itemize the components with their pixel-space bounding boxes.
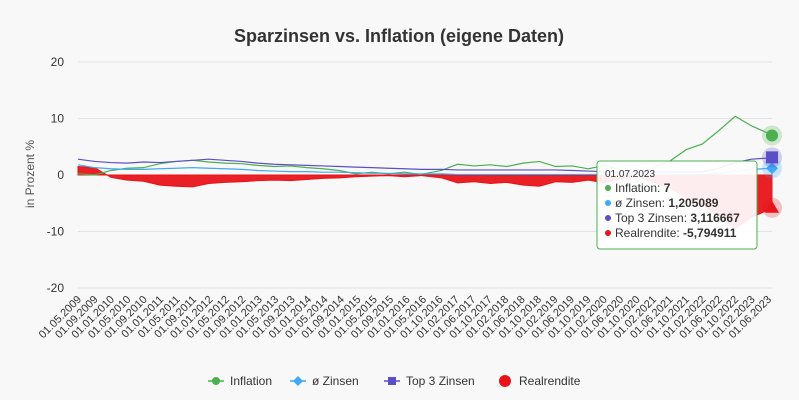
y-tick-label: -20 xyxy=(47,281,65,295)
tooltip-box xyxy=(596,160,758,250)
tooltip-row-label: ø Zinsen: xyxy=(615,196,668,210)
legend-label: Realrendite xyxy=(519,374,581,388)
legend-marker xyxy=(499,375,511,387)
tooltip-row-value: 1,205089 xyxy=(668,196,718,210)
tooltip-row: ø Zinsen: 1,205089 xyxy=(615,196,719,210)
tooltip-row: Inflation: 7 xyxy=(615,181,671,195)
x-tick-labels: 01.05.200901.09.200901.01.201001.05.2010… xyxy=(37,294,774,341)
tooltip-bullet xyxy=(605,215,611,221)
y-axis-label: in Prozent % xyxy=(23,140,37,208)
end-marker-realrendite xyxy=(765,200,779,213)
tooltip-row: Realrendite: -5,794911 xyxy=(615,226,737,240)
legend-marker xyxy=(212,377,220,385)
tooltip-row-label: Top 3 Zinsen: xyxy=(615,211,690,225)
y-tick-label: 20 xyxy=(51,55,65,69)
y-tick-label: -10 xyxy=(47,225,65,239)
tooltip-row-label: Realrendite: xyxy=(615,226,683,240)
tooltip-bullet xyxy=(605,230,611,236)
y-tick-label: 0 xyxy=(57,168,64,182)
legend-marker xyxy=(293,376,303,386)
legend-item--zinsen[interactable]: ø Zinsen xyxy=(290,374,359,388)
legend-item-realrendite[interactable]: Realrendite xyxy=(499,374,581,388)
legend-marker xyxy=(388,377,396,385)
legend-label: Top 3 Zinsen xyxy=(406,374,475,388)
legend-item-top-3-zinsen[interactable]: Top 3 Zinsen xyxy=(384,374,475,388)
legend-item-inflation[interactable]: Inflation xyxy=(208,374,272,388)
tooltip-row-label: Inflation: xyxy=(615,181,664,195)
tooltip-date: 01.07.2023 xyxy=(605,169,655,180)
tooltip-row-value: 3,116667 xyxy=(690,211,740,225)
legend-label: Inflation xyxy=(230,374,272,388)
tooltip-bullet xyxy=(605,185,611,191)
end-marker-inflation xyxy=(766,129,778,142)
end-markers xyxy=(762,125,782,218)
tooltip-row: Top 3 Zinsen: 3,116667 xyxy=(615,211,740,225)
tooltip-row-value: 7 xyxy=(664,181,671,195)
y-tick-labels: 20 10 0 -10 -20 xyxy=(47,55,65,295)
tooltip-bullet xyxy=(605,200,611,206)
end-marker-top-3-zinsen xyxy=(766,151,778,164)
chart-title: Sparzinsen vs. Inflation (eigene Daten) xyxy=(234,26,564,46)
legend[interactable]: Inflation ø Zinsen Top 3 Zinsen Realrendite xyxy=(208,374,581,388)
legend-label: ø Zinsen xyxy=(312,374,359,388)
y-tick-label: 10 xyxy=(51,112,65,126)
tooltip-row-value: -5,794911 xyxy=(683,226,737,240)
end-marker--zinsen xyxy=(766,162,778,175)
